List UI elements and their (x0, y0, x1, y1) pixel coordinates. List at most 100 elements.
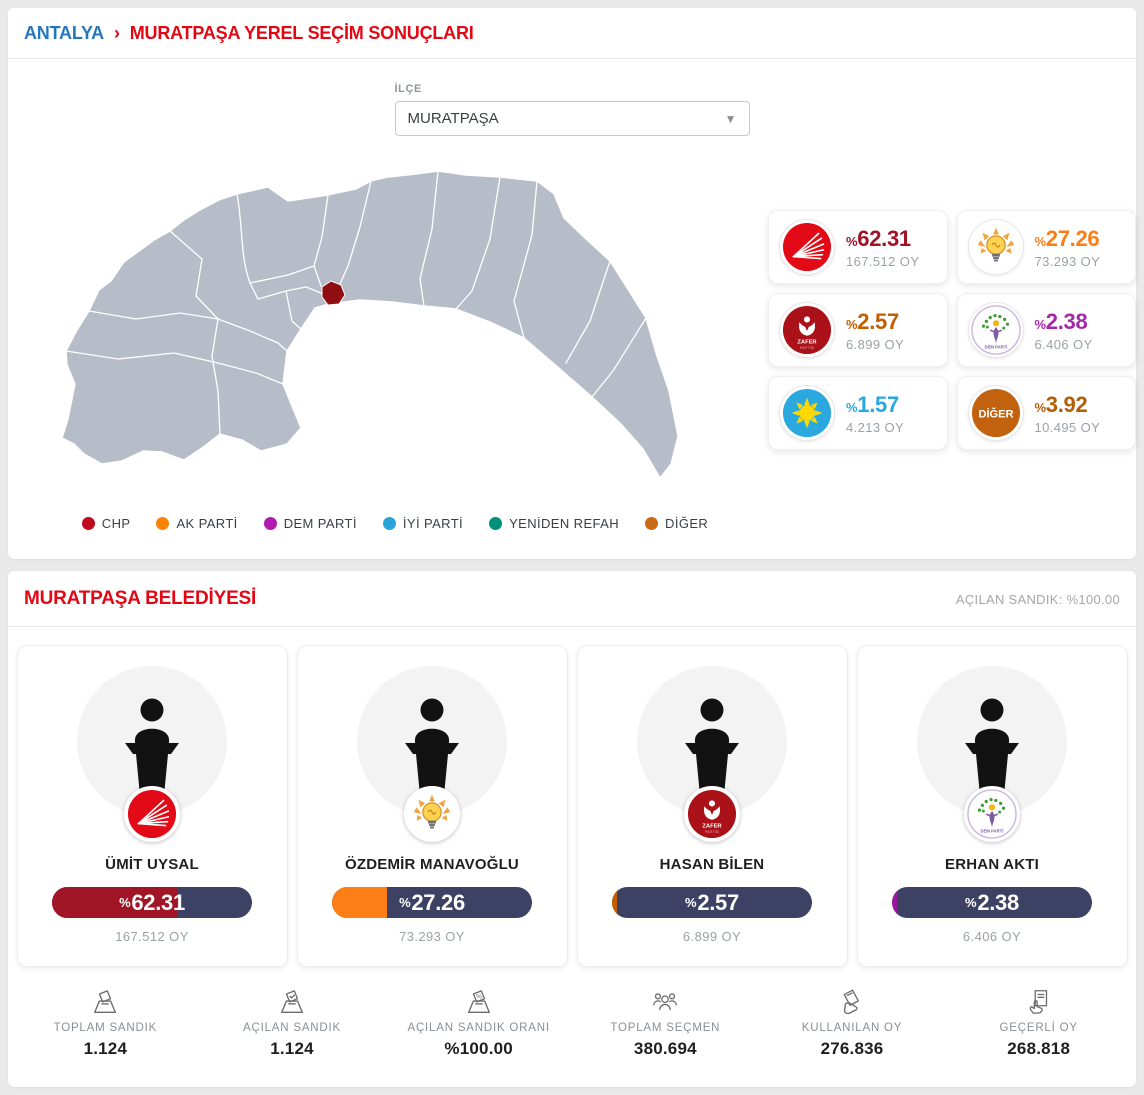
candidate-percent-bar: % 2.38 (892, 887, 1092, 918)
breadcrumb-province-link[interactable]: ANTALYA (24, 23, 104, 43)
party-votes: 4.213 OY (846, 419, 905, 435)
candidate-votes: 167.512 OY (115, 929, 189, 944)
legend-item: DİĞER (645, 516, 708, 531)
party-votes: 73.293 OY (1034, 253, 1101, 269)
zafer-logo-icon (684, 786, 740, 842)
candidate-card-erhan-akti[interactable]: ERHAN AKTI % 2.38 6.406 OY (856, 645, 1128, 967)
party-result-card-iyiparti[interactable]: %1.57 4.213 OY (768, 376, 948, 450)
ballot-box-percent-icon: % (467, 990, 490, 1013)
candidate-votes: 6.899 OY (682, 929, 742, 944)
legend-label: YENİDEN REFAH (509, 516, 620, 531)
legend-label: CHP (101, 516, 131, 531)
page-title: MURATPAŞA YEREL SEÇİM SONUÇLARI (129, 23, 474, 43)
stat-label: TOPLAM SANDIK (53, 1022, 158, 1034)
bar-fill (612, 887, 618, 918)
ballot-box-icon (94, 990, 117, 1013)
stat-value: 380.694 (633, 1039, 697, 1058)
party-votes: 6.899 OY (846, 336, 905, 352)
party-votes: 167.512 OY (846, 253, 920, 269)
highlighted-district-muratpasa[interactable] (321, 280, 346, 306)
party-percent: 1.57 (857, 391, 899, 417)
party-result-card-diger[interactable]: %3.92 10.495 OY (956, 376, 1136, 450)
iyiparti-logo-icon (779, 385, 835, 441)
candidate-percent-bar: % 27.26 (332, 887, 532, 918)
legend-item: DEM PARTİ (263, 516, 357, 531)
akparti-logo-icon (404, 786, 460, 842)
legend-item: AK PARTİ (156, 516, 237, 531)
legend-dot-yenidenrefah (489, 517, 503, 530)
candidate-card-umit-uysal[interactable]: ÜMİT UYSAL % 62.31 167.512 OY (16, 645, 288, 967)
legend-dot-diger (645, 517, 659, 530)
svg-text:%: % (476, 994, 482, 1001)
candidate-percent: 62.31 (131, 889, 185, 915)
bar-fill (892, 887, 897, 918)
party-votes: 10.495 OY (1034, 419, 1101, 435)
municipality-header: MURATPAŞA BELEDİYESİ AÇILAN SANDIK: %100… (8, 571, 1136, 626)
legend-item: İYİ PARTİ (382, 516, 464, 531)
legend-label: DİĞER (665, 516, 709, 531)
demparti-logo-icon (964, 786, 1020, 842)
candidate-votes: 73.293 OY (399, 929, 465, 944)
candidate-card-hasan-bilen[interactable]: HASAN BİLEN % 2.57 6.899 OY (576, 645, 848, 967)
stat-acilan-sandik: AÇILAN SANDIK 1.124 (199, 987, 386, 1059)
candidate-percent-bar: % 2.57 (612, 887, 812, 918)
legend-label: İYİ PARTİ (402, 516, 464, 531)
election-results-panel: ANTALYA › MURATPAŞA YEREL SEÇİM SONUÇLAR… (8, 8, 1136, 559)
legend-label: DEM PARTİ (283, 516, 357, 531)
ballot-box-check-icon (281, 990, 303, 1013)
map-legend: CHP AK PARTİ DEM PARTİ İYİ PARTİ (22, 516, 768, 531)
header-divider (8, 58, 1136, 59)
stat-gecerli-oy: GEÇERLİ OY 268.818 (945, 987, 1132, 1059)
district-filter: İLÇE MURATPAŞA ▼ (394, 83, 750, 136)
stat-label: GEÇERLİ OY (999, 1022, 1078, 1034)
chp-logo-icon (124, 786, 180, 842)
party-results-grid: %62.31 167.512 OY %27.26 73.293 OY (768, 210, 1136, 450)
district-select[interactable]: MURATPAŞA ▼ (394, 101, 750, 136)
breadcrumb-separator-icon: › (113, 23, 120, 43)
party-percent: 3.92 (1045, 391, 1088, 417)
legend-item: CHP (81, 516, 131, 531)
bar-fill (52, 887, 177, 918)
candidate-card-ozdemir-manavoglu[interactable]: ÖZDEMİR MANAVOĞLU % 27.26 73.293 OY (296, 645, 568, 967)
party-percent: 2.38 (1045, 308, 1088, 334)
akparti-logo-icon (967, 219, 1024, 275)
demparti-logo-icon (967, 302, 1024, 358)
legend-dot-chp (81, 517, 95, 530)
party-result-card-akparti[interactable]: %27.26 73.293 OY (956, 210, 1136, 284)
cast-vote-icon (843, 989, 859, 1015)
stat-label: KULLANILAN OY (801, 1022, 903, 1034)
stat-value: 268.818 (1007, 1039, 1071, 1058)
legend-dot-iyiparti (382, 517, 396, 530)
summary-stats: TOPLAM SANDIK 1.124 AÇILAN SANDIK 1.124 (8, 967, 1136, 1083)
stat-label: AÇILAN SANDIK (243, 1022, 341, 1034)
party-percent: 62.31 (857, 225, 911, 251)
valid-vote-icon (1029, 990, 1047, 1014)
diger-logo-icon (967, 385, 1024, 441)
antalya-district-map[interactable] (48, 156, 768, 490)
party-votes: 6.406 OY (1034, 336, 1093, 352)
candidate-percent: 2.57 (697, 889, 739, 915)
stat-value: %100.00 (444, 1039, 513, 1058)
candidate-cards: ÜMİT UYSAL % 62.31 167.512 OY ÖZDEMİR MAN… (8, 627, 1136, 967)
party-result-card-zafer[interactable]: %2.57 6.899 OY (768, 293, 948, 367)
party-result-card-demparti[interactable]: %2.38 6.406 OY (956, 293, 1136, 367)
zafer-logo-icon (779, 302, 835, 358)
opened-ballot-status: AÇILAN SANDIK: %100.00 (955, 591, 1120, 607)
bar-fill (332, 887, 387, 918)
party-percent: 27.26 (1045, 225, 1100, 251)
candidate-name: ÜMİT UYSAL (105, 856, 199, 873)
chp-logo-icon (779, 219, 835, 275)
stat-kullanilan-oy: KULLANILAN OY 276.836 (759, 987, 946, 1059)
party-result-card-chp[interactable]: %62.31 167.512 OY (768, 210, 948, 284)
candidate-name: ERHAN AKTI (945, 856, 1039, 873)
candidate-percent: 27.26 (411, 889, 465, 915)
stat-toplam-sandik: TOPLAM SANDIK 1.124 (12, 987, 199, 1059)
voters-icon (653, 993, 678, 1011)
municipality-title: MURATPAŞA BELEDİYESİ (24, 588, 257, 609)
candidate-name: ÖZDEMİR MANAVOĞLU (345, 856, 519, 873)
district-select-label: İLÇE (394, 83, 422, 95)
stat-value: 1.124 (83, 1039, 128, 1058)
stat-label: TOPLAM SEÇMEN (610, 1022, 721, 1034)
candidate-name: HASAN BİLEN (659, 856, 765, 873)
